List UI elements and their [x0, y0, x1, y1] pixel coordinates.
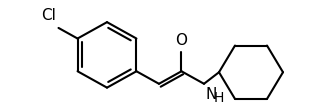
Text: O: O	[176, 33, 187, 48]
Text: Cl: Cl	[41, 8, 55, 23]
Text: N: N	[206, 87, 217, 102]
Text: H: H	[214, 91, 224, 106]
